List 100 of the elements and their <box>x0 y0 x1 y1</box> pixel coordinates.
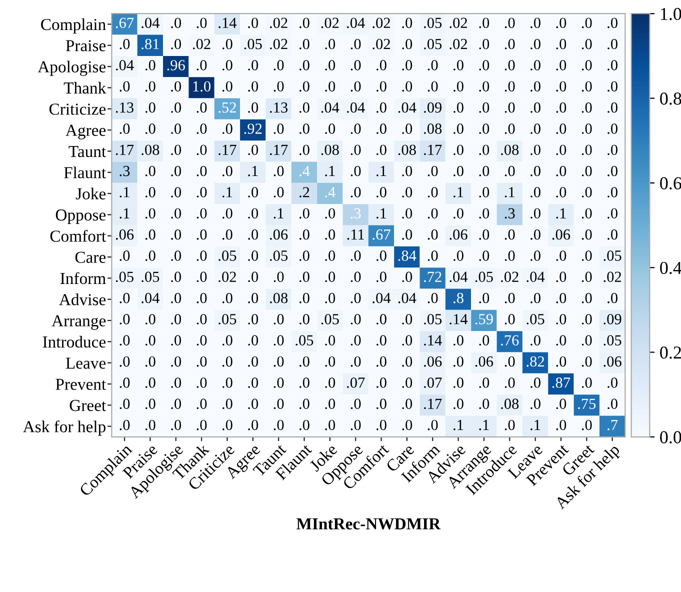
data-label: .04 <box>142 292 160 304</box>
data-label: .1 <box>504 187 514 198</box>
data-label: .0 <box>196 292 207 304</box>
data-label: .0 <box>530 60 540 70</box>
data-label: .0 <box>428 229 438 240</box>
data-label: .0 <box>376 272 386 282</box>
data-label: .05 <box>296 335 314 346</box>
data-label: .0 <box>428 250 438 261</box>
data-label: .0 <box>582 144 592 156</box>
data-label: .1 <box>248 166 258 176</box>
data-label: .0 <box>300 60 310 70</box>
data-label: .0 <box>171 272 182 282</box>
data-label: .0 <box>556 250 566 261</box>
data-label: .0 <box>454 102 464 113</box>
data-label: .0 <box>145 356 156 367</box>
data-label: .0 <box>350 38 361 50</box>
data-label: .0 <box>479 378 490 388</box>
data-label: .0 <box>582 272 592 282</box>
data-label: .14 <box>450 314 468 324</box>
data-label: .0 <box>274 420 284 430</box>
data-label: .0 <box>171 81 182 92</box>
data-label: .0 <box>196 124 207 134</box>
data-label: .05 <box>218 314 236 324</box>
data-label: .0 <box>556 398 566 410</box>
data-label: .0 <box>196 356 207 367</box>
y-tick-label: Arrange <box>52 315 106 330</box>
data-label: .0 <box>530 102 540 113</box>
data-label: .02 <box>604 272 622 282</box>
data-label: .0 <box>402 208 412 219</box>
data-label: .0 <box>479 292 490 304</box>
data-label: .0 <box>376 398 386 410</box>
data-label: .0 <box>556 124 566 134</box>
data-label: .0 <box>608 398 618 410</box>
data-label: .0 <box>196 314 207 324</box>
data-label: .0 <box>120 250 130 261</box>
data-label: .0 <box>530 335 540 346</box>
x-axis-title: MIntRec-NWDMIR <box>296 518 441 530</box>
data-label: .0 <box>171 292 182 304</box>
data-label: .0 <box>274 81 284 92</box>
data-label: .0 <box>402 18 412 28</box>
data-label: .0 <box>504 420 515 430</box>
data-label: .0 <box>454 208 464 219</box>
data-label: .05 <box>142 272 160 282</box>
data-label: .0 <box>530 398 540 410</box>
data-label: .0 <box>402 272 412 282</box>
data-label: .1 <box>454 420 464 430</box>
data-label: .0 <box>608 166 618 176</box>
data-label: .0 <box>145 208 156 219</box>
data-label: .0 <box>504 18 515 28</box>
data-label: .0 <box>145 229 156 240</box>
data-label: .0 <box>428 208 438 219</box>
data-label: .0 <box>608 292 618 304</box>
data-label: .0 <box>504 166 515 176</box>
data-label: .0 <box>171 102 182 113</box>
y-tick-label: Leave <box>66 358 106 369</box>
data-label: .0 <box>274 187 284 198</box>
color-bar-label: 0.0 <box>660 431 681 444</box>
data-label: .0 <box>222 124 232 134</box>
data-label: .0 <box>582 335 592 346</box>
data-label: .0 <box>325 81 336 92</box>
data-label: .0 <box>454 335 464 346</box>
data-label: .3 <box>350 208 361 219</box>
data-label: .0 <box>300 272 310 282</box>
data-label: .0 <box>582 229 592 240</box>
data-label: .0 <box>120 38 130 50</box>
y-tick-label: Care <box>75 252 106 263</box>
y-tick-label: Greet <box>70 400 106 412</box>
data-label: .0 <box>222 38 232 50</box>
data-label: .0 <box>196 60 207 70</box>
data-label: .06 <box>270 229 288 240</box>
data-label: .05 <box>244 38 262 50</box>
data-label: .0 <box>350 292 361 304</box>
data-label: .0 <box>171 124 182 134</box>
color-bar-label: 0.6 <box>660 177 681 190</box>
data-label: .05 <box>424 38 442 50</box>
data-label: .1 <box>120 208 130 219</box>
data-label: .1 <box>222 187 232 198</box>
data-label: .0 <box>608 208 618 219</box>
y-tick-label: Praise <box>66 40 106 52</box>
data-label: .52 <box>218 102 236 113</box>
data-label: .0 <box>222 335 232 346</box>
data-label: .0 <box>402 229 412 240</box>
data-label: .04 <box>347 18 365 28</box>
data-label: .0 <box>222 398 232 410</box>
data-label: .0 <box>402 378 412 388</box>
data-label: .0 <box>350 144 361 156</box>
data-label: .0 <box>145 398 156 410</box>
data-label: .02 <box>450 18 467 28</box>
data-label: .0 <box>376 60 386 70</box>
data-label: .1 <box>325 166 335 176</box>
data-label: .75 <box>578 398 596 410</box>
data-label: .0 <box>530 166 540 176</box>
data-label: .0 <box>325 60 336 70</box>
data-label: .0 <box>325 229 336 240</box>
data-label: .0 <box>222 60 232 70</box>
data-label: .0 <box>145 102 156 113</box>
data-label: .8 <box>454 292 464 304</box>
data-label: .0 <box>274 272 284 282</box>
data-label: .0 <box>608 187 618 198</box>
data-label: .02 <box>501 272 518 282</box>
